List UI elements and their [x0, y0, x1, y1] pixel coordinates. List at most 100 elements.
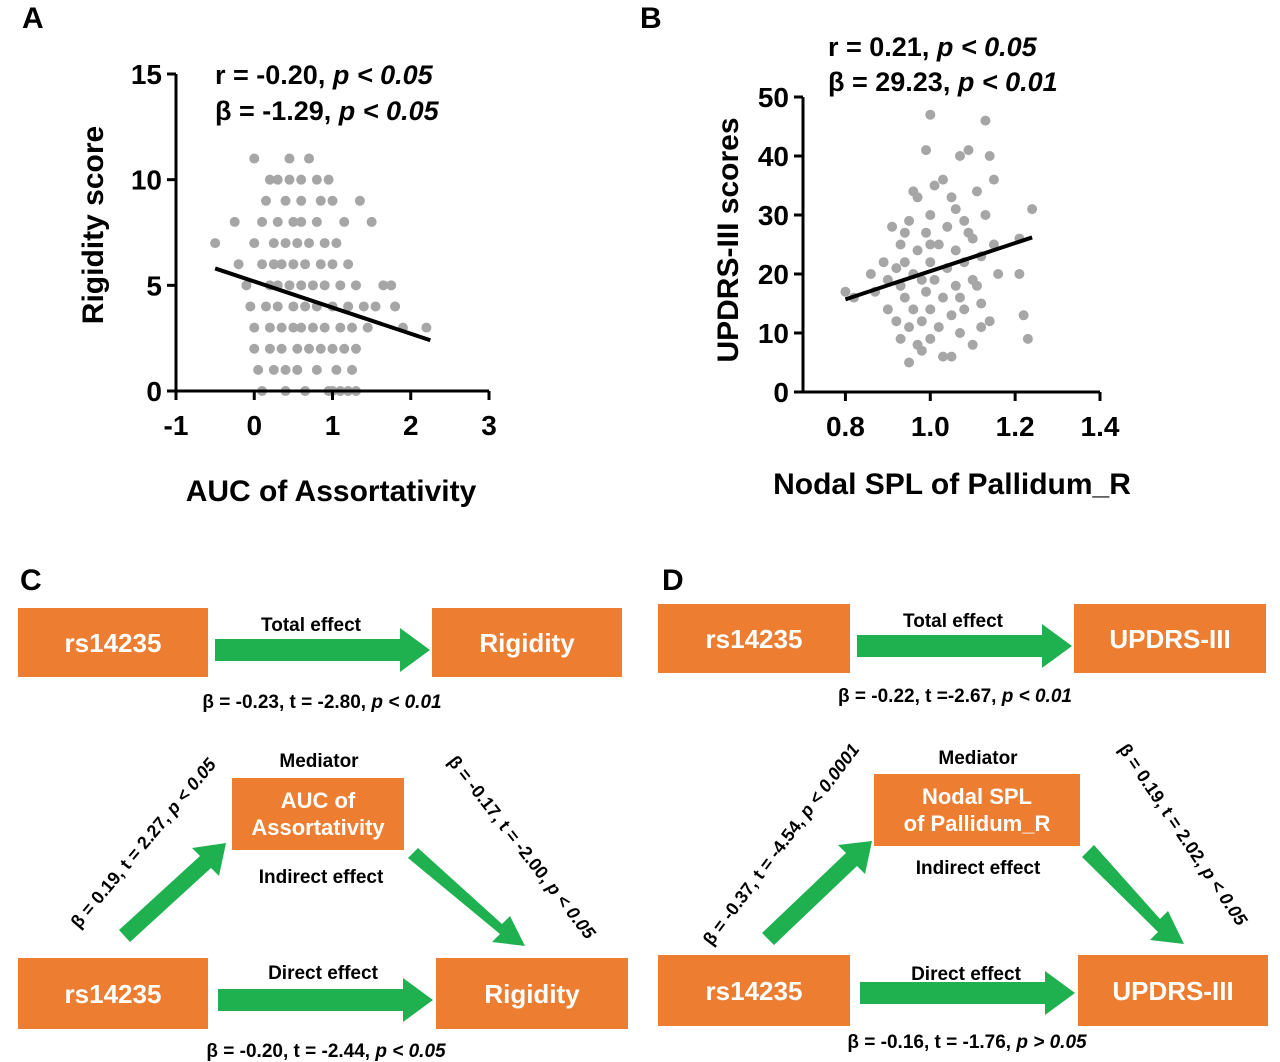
chart-b-point	[878, 257, 889, 268]
d-mediator-title: Mediator	[938, 748, 1018, 769]
chart-b-point	[925, 109, 936, 120]
chart-b-y-tick-label: 30	[758, 200, 789, 231]
chart-a-y-tick-label: 5	[146, 270, 162, 301]
mediation-diagram-c: rs14235 Rigidity Total effect β = -0.23,…	[18, 608, 628, 1062]
chart-b-point	[938, 292, 949, 303]
chart-a-point	[378, 280, 389, 291]
chart-a-point	[350, 343, 361, 354]
c-direct-effect-stats: β = -0.20, t = -2.44, p < 0.05	[206, 1041, 446, 1062]
chart-a-point	[272, 301, 283, 312]
chart-a-point	[276, 322, 287, 333]
chart-a-point	[292, 364, 303, 375]
chart-a-point	[327, 343, 338, 354]
chart-a-point	[304, 153, 315, 164]
chart-b-point	[899, 227, 910, 238]
chart-a-point	[300, 259, 311, 270]
d-total-effect-label: Total effect	[903, 611, 1004, 632]
chart-a-point	[288, 216, 299, 227]
chart-a-point	[315, 259, 326, 270]
c-mediator-label-2: Assortativity	[251, 815, 385, 840]
chart-b-point	[980, 115, 991, 126]
chart-a-point	[315, 195, 326, 206]
d-mediator-box	[874, 774, 1080, 846]
chart-a-point	[260, 195, 271, 206]
chart-a-point	[249, 238, 260, 249]
chart-a-point	[335, 322, 346, 333]
chart-b-point	[988, 239, 999, 250]
chart-b-point	[904, 322, 915, 333]
d-total-effect-arrow	[857, 624, 1072, 668]
c-total-effect-label: Total effect	[261, 615, 362, 636]
chart-b-point	[967, 339, 978, 350]
chart-a-y-tick-label: 15	[131, 59, 162, 90]
c-direct-effect-arrow	[218, 978, 433, 1022]
chart-a-point	[311, 364, 322, 375]
chart-b-point	[895, 333, 906, 344]
d-mediator-label-2: of Pallidum_R	[904, 811, 1051, 836]
c-a-path-stats: β = 0.19, t = 2.27, p < 0.05	[67, 754, 221, 932]
chart-a-point	[331, 238, 342, 249]
chart-b-point	[980, 210, 991, 220]
chart-a-point	[268, 259, 279, 270]
chart-b-point	[993, 269, 1004, 279]
chart-a-point	[210, 238, 221, 249]
chart-a-point	[284, 153, 295, 164]
chart-a-fit-line	[214, 266, 431, 343]
chart-a-y-tick-label: 0	[146, 376, 162, 407]
chart-a-point	[264, 343, 275, 354]
chart-a-point	[296, 195, 307, 206]
d-top-x-box	[658, 604, 850, 673]
chart-a-point	[233, 259, 244, 270]
chart-b-x-tick-label: 0.8	[826, 411, 865, 442]
chart-a-point	[292, 343, 303, 354]
chart-b-point	[925, 239, 936, 250]
c-bottom-y-box	[436, 958, 628, 1029]
c-top-x-label: rs14235	[65, 628, 162, 658]
d-a-path-arrow	[762, 841, 872, 945]
chart-b-point	[929, 274, 940, 285]
d-bottom-y-box	[1078, 955, 1268, 1026]
chart-b-point	[908, 304, 919, 315]
chart-b-y-tick-label: 20	[758, 259, 789, 290]
chart-b-point	[938, 351, 949, 362]
chart-b-point	[954, 151, 965, 161]
chart-b-point	[908, 186, 919, 197]
chart-b-point	[963, 145, 974, 156]
chart-b-point	[933, 322, 944, 333]
chart-b-point	[925, 210, 936, 220]
d-top-y-label: UPDRS-III	[1109, 624, 1230, 654]
chart-a-point	[257, 259, 268, 270]
chart-a-point	[319, 280, 330, 291]
chart-a-point	[339, 216, 350, 227]
chart-a-point	[307, 280, 318, 291]
chart-a-stat-beta: β = -1.29, p < 0.05	[215, 96, 440, 126]
chart-a-x-tick-label: -1	[164, 410, 189, 441]
chart-a-point	[304, 238, 315, 249]
panel-letter-c: C	[20, 564, 42, 597]
chart-b-point	[904, 357, 915, 368]
chart-b-point	[925, 304, 936, 315]
chart-a-point	[315, 343, 326, 354]
chart-a-point	[249, 322, 260, 333]
d-direct-effect-stats: β = -0.16, t = -1.76, p > 0.05	[847, 1032, 1087, 1053]
chart-a-ylabel: Rigidity score	[77, 126, 110, 324]
chart-a-point	[249, 343, 260, 354]
chart-a-point	[343, 259, 354, 270]
c-bottom-y-label: Rigidity	[484, 979, 580, 1009]
chart-b-stat-beta: β = 29.23, p < 0.01	[828, 67, 1058, 97]
chart-a-point	[339, 343, 350, 354]
chart-a-point	[362, 322, 373, 333]
chart-b-point	[921, 286, 932, 297]
d-direct-effect-label: Direct effect	[911, 964, 1021, 985]
chart-a-point	[280, 195, 291, 206]
chart-a-point	[421, 322, 432, 333]
d-bottom-y-label: UPDRS-III	[1112, 976, 1233, 1006]
chart-a-point	[280, 238, 291, 249]
chart-b-point	[938, 174, 949, 185]
chart-a-point	[253, 364, 264, 375]
d-top-y-box	[1074, 604, 1266, 673]
chart-a-point	[257, 216, 268, 227]
chart-b-x-tick-label: 1.0	[911, 411, 950, 442]
chart-b-ylabel: UPDRS-III scores	[712, 117, 745, 362]
